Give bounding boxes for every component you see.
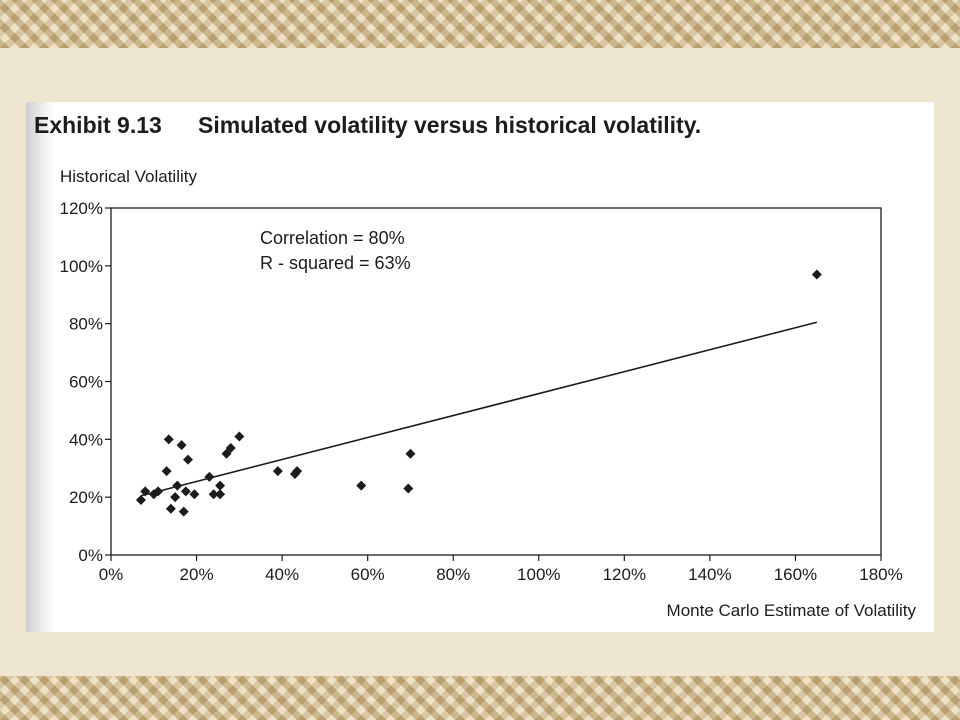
exhibit-title: Exhibit 9.13 Simulated volatility versus …	[34, 112, 701, 139]
x-tick-label: 20%	[180, 565, 214, 584]
exhibit-page: Exhibit 9.13 Simulated volatility versus …	[26, 102, 934, 632]
data-point	[292, 466, 303, 477]
data-point	[178, 506, 189, 517]
data-point	[161, 466, 172, 477]
page-gutter-shadow	[26, 102, 56, 632]
x-tick-label: 60%	[351, 565, 385, 584]
data-point	[176, 440, 187, 451]
exhibit-number: Exhibit 9.13	[34, 112, 162, 138]
data-point	[208, 489, 219, 500]
y-tick-label: 120%	[60, 199, 103, 218]
y-tick-label: 60%	[69, 373, 103, 392]
data-point	[356, 480, 367, 491]
y-tick-label: 0%	[78, 546, 103, 565]
data-point	[165, 503, 176, 514]
data-point	[221, 448, 232, 459]
data-point	[183, 454, 193, 465]
x-tick-label: 120%	[603, 565, 646, 584]
x-axis: 0% 20% 40% 60% 80% 100% 120% 140% 160% 180%	[99, 555, 903, 584]
y-tick-label: 40%	[69, 430, 103, 449]
plot-frame	[110, 207, 882, 556]
x-tick-label: 80%	[436, 565, 470, 584]
data-point	[405, 448, 416, 459]
y-axis-label: Historical Volatility	[60, 167, 197, 186]
x-tick-label: 40%	[265, 565, 299, 584]
data-point	[172, 480, 183, 491]
y-tick-label: 100%	[60, 257, 103, 276]
y-tick-label: 20%	[69, 488, 103, 507]
chart-annotation: Correlation = 80%	[260, 228, 405, 248]
data-point	[811, 269, 822, 280]
data-point	[153, 486, 164, 497]
data-point	[170, 492, 181, 503]
annotation-box: Correlation = 80% R - squared = 63%	[260, 228, 411, 273]
x-tick-label: 0%	[99, 565, 124, 584]
scatter-chart: Historical Volatility Monte Carlo Estima…	[60, 167, 917, 620]
data-point	[204, 471, 215, 482]
data-point	[215, 489, 226, 500]
x-tick-label: 160%	[774, 565, 817, 584]
decorative-top-border	[0, 0, 960, 48]
data-point	[135, 495, 146, 506]
chart-annotation: R - squared = 63%	[260, 253, 411, 273]
data-point	[234, 431, 245, 442]
x-tick-label: 100%	[517, 565, 560, 584]
x-tick-label: 180%	[859, 565, 902, 584]
y-tick-label: 80%	[69, 315, 103, 334]
data-point	[215, 480, 226, 491]
decorative-bottom-border	[0, 676, 960, 720]
data-point	[403, 483, 414, 494]
data-points	[135, 269, 822, 517]
data-point	[163, 434, 174, 445]
data-point	[189, 489, 200, 500]
data-point	[140, 486, 151, 497]
data-point	[272, 466, 283, 477]
data-point	[225, 443, 236, 454]
data-point	[180, 486, 191, 497]
exhibit-caption: Simulated volatility versus historical v…	[198, 112, 702, 138]
x-axis-label: Monte Carlo Estimate of Volatility	[667, 601, 917, 620]
trend-line	[140, 321, 818, 497]
x-tick-label: 140%	[688, 565, 731, 584]
y-axis: 0% 20% 40% 60% 80% 100% 120%	[60, 199, 111, 565]
